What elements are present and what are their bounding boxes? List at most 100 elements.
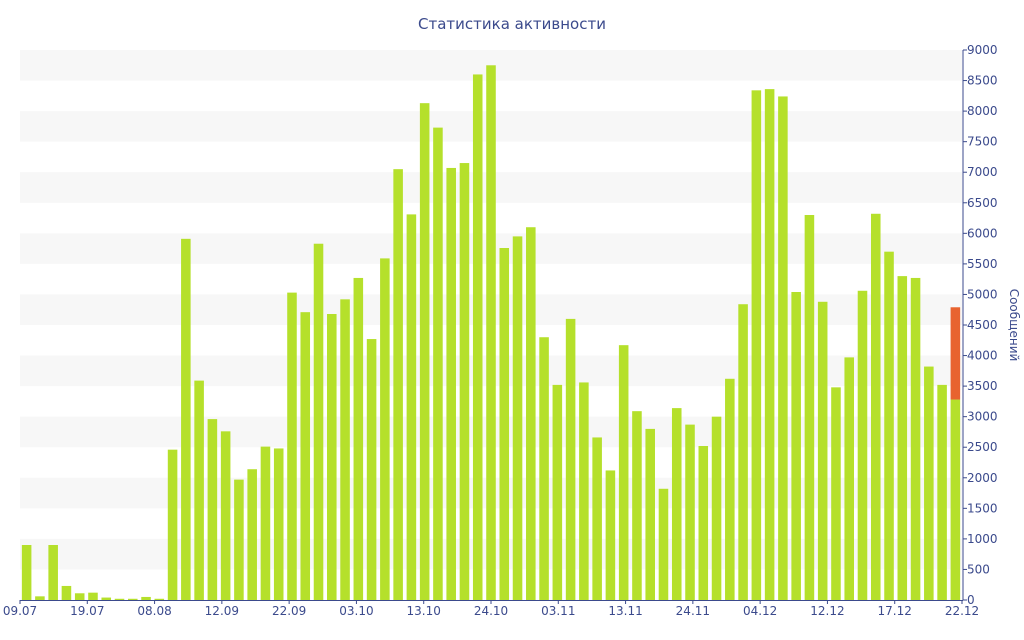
bar[interactable] (698, 446, 709, 600)
bar[interactable] (857, 290, 868, 600)
bar[interactable] (234, 479, 244, 600)
bar[interactable] (778, 96, 788, 600)
bar[interactable] (207, 419, 218, 600)
bar[interactable] (618, 345, 629, 600)
y-tick-label: 8000 (967, 104, 998, 118)
bar[interactable] (48, 545, 58, 600)
x-tick-label: 17.12 (878, 604, 912, 618)
bar[interactable] (751, 90, 762, 600)
bar[interactable] (844, 357, 855, 600)
bar[interactable] (406, 214, 417, 600)
y-tick-label: 8500 (967, 74, 998, 88)
bar[interactable] (114, 598, 125, 600)
bar[interactable] (366, 339, 377, 600)
bar[interactable] (791, 292, 801, 600)
bar[interactable] (446, 167, 456, 600)
bar[interactable] (167, 449, 178, 600)
y-tick-label: 6000 (967, 226, 998, 240)
y-tick-label: 0 (967, 593, 975, 607)
bar[interactable] (419, 103, 430, 601)
x-tick-label: 24.10 (474, 604, 508, 618)
bar[interactable] (380, 258, 390, 600)
bar[interactable] (74, 593, 85, 600)
x-tick-label: 22.09 (272, 604, 306, 618)
bar[interactable] (21, 545, 32, 600)
bar[interactable] (459, 163, 470, 601)
bar[interactable] (950, 399, 961, 600)
bar[interactable] (711, 416, 722, 600)
bar[interactable] (924, 366, 934, 600)
y-tick-label: 3500 (967, 379, 998, 393)
x-tick-label: 03.11 (541, 604, 575, 618)
x-tick-label: 24.11 (676, 604, 710, 618)
y-tick-label: 9000 (967, 43, 998, 57)
bar[interactable] (831, 387, 841, 600)
bar[interactable] (313, 243, 324, 600)
bar[interactable] (592, 437, 602, 600)
bar[interactable] (61, 585, 72, 600)
y-tick-label: 7000 (967, 165, 998, 179)
bar[interactable] (884, 251, 894, 600)
bar[interactable] (393, 169, 403, 600)
bar[interactable] (870, 213, 881, 600)
x-tick-label: 03.10 (339, 604, 373, 618)
bar[interactable] (287, 292, 297, 600)
bar[interactable] (671, 408, 682, 600)
bar[interactable] (645, 428, 655, 600)
bar[interactable] (897, 276, 908, 600)
y-axis-label: Сообщений (1007, 289, 1021, 362)
bar-highlight-segment[interactable] (950, 307, 961, 400)
bar[interactable] (220, 431, 231, 600)
bar[interactable] (194, 380, 204, 600)
bar[interactable] (565, 318, 576, 600)
bar[interactable] (433, 127, 443, 600)
bar[interactable] (247, 469, 257, 600)
bar[interactable] (300, 312, 311, 600)
bar[interactable] (353, 277, 364, 600)
bar[interactable] (764, 89, 775, 600)
y-tick-label: 1000 (967, 532, 998, 546)
bar[interactable] (685, 424, 695, 600)
bar[interactable] (141, 596, 151, 600)
bar[interactable] (539, 337, 549, 600)
y-tick-label: 4000 (967, 349, 998, 363)
bar[interactable] (658, 488, 669, 600)
bar[interactable] (499, 248, 510, 600)
y-tick-label: 2000 (967, 471, 998, 485)
y-tick-label: 6500 (967, 196, 998, 210)
bar[interactable] (486, 65, 496, 601)
bar[interactable] (937, 384, 947, 600)
bar[interactable] (327, 314, 337, 600)
bar[interactable] (35, 596, 45, 600)
y-tick-label: 500 (967, 562, 990, 576)
bar[interactable] (804, 215, 815, 600)
bar[interactable] (605, 470, 616, 600)
bar[interactable] (273, 448, 284, 600)
bar[interactable] (154, 598, 165, 600)
bar[interactable] (88, 592, 98, 600)
bar[interactable] (340, 299, 350, 600)
bar[interactable] (512, 236, 523, 600)
bar[interactable] (725, 378, 735, 600)
bar[interactable] (738, 304, 748, 600)
bar[interactable] (127, 598, 138, 600)
bar[interactable] (181, 238, 191, 601)
bar[interactable] (817, 301, 828, 600)
x-tick-label: 09.07 (3, 604, 37, 618)
bar[interactable] (101, 597, 112, 600)
bar[interactable] (472, 74, 483, 600)
y-tick-label: 7500 (967, 135, 998, 149)
bar[interactable] (552, 384, 563, 600)
x-tick-label: 22.12 (945, 604, 979, 618)
bar[interactable] (632, 411, 642, 600)
bar[interactable] (526, 227, 536, 600)
bar[interactable] (579, 382, 589, 600)
x-tick-label: 19.07 (70, 604, 104, 618)
y-tick-label: 1500 (967, 501, 998, 515)
bar[interactable] (910, 277, 921, 600)
y-tick-label: 5000 (967, 287, 998, 301)
bar[interactable] (260, 446, 271, 600)
y-tick-label: 3000 (967, 410, 998, 424)
y-tick-label: 2500 (967, 440, 998, 454)
